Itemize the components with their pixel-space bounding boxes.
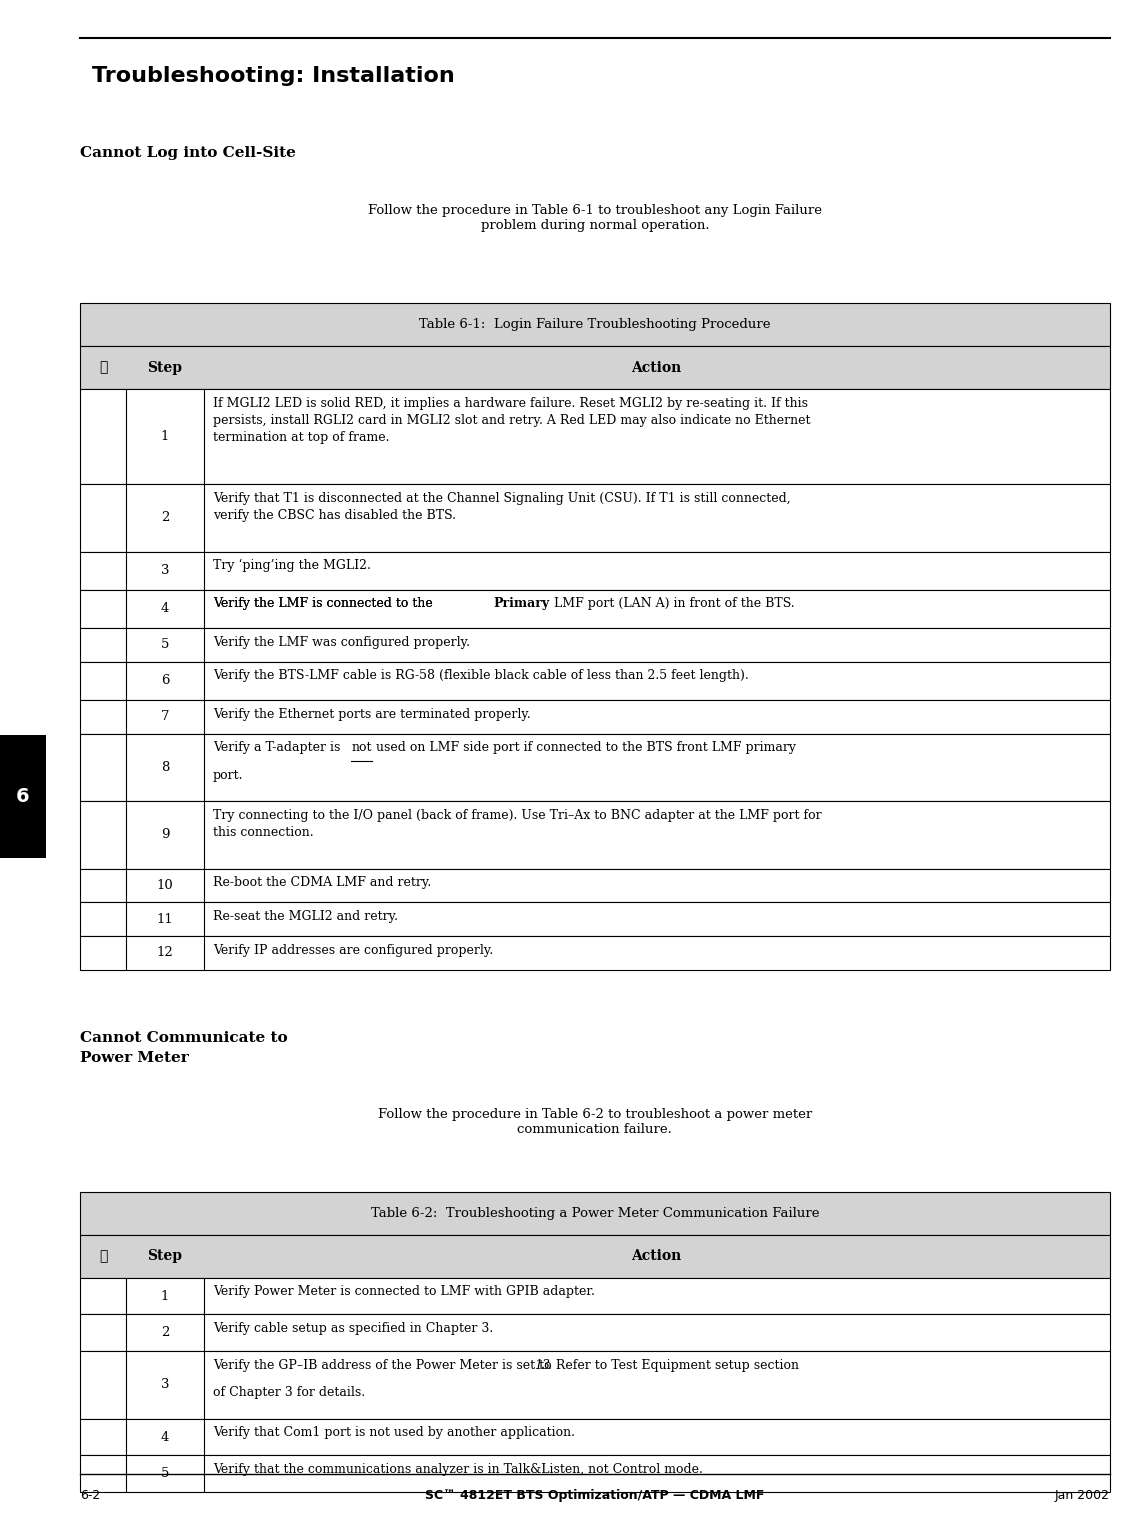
Text: Table 6-2:  Troubleshooting a Power Meter Communication Failure: Table 6-2: Troubleshooting a Power Meter… bbox=[371, 1207, 819, 1219]
Text: Verify a T-adapter is: Verify a T-adapter is bbox=[213, 741, 344, 754]
Text: Verify IP addresses are configured properly.: Verify IP addresses are configured prope… bbox=[213, 944, 493, 956]
Text: Verify the LMF is connected to the Primary LMF port (LAN A) in front of the BTS.: Verify the LMF is connected to the Prima… bbox=[213, 597, 732, 610]
Text: not: not bbox=[351, 741, 372, 754]
Text: SC™ 4812ET BTS Optimization/ATP — CDMA LMF: SC™ 4812ET BTS Optimization/ATP — CDMA L… bbox=[426, 1489, 764, 1501]
Text: ✓: ✓ bbox=[100, 1249, 108, 1264]
Text: Verify the LMF is connected to the: Verify the LMF is connected to the bbox=[213, 597, 437, 610]
Text: used on LMF side port if connected to the BTS front LMF primary: used on LMF side port if connected to th… bbox=[372, 741, 796, 754]
Text: Jan 2002: Jan 2002 bbox=[1055, 1489, 1110, 1501]
Bar bbox=[80, 303, 1110, 346]
Text: . Refer to Test Equipment setup section: . Refer to Test Equipment setup section bbox=[548, 1359, 799, 1371]
Bar bbox=[80, 1351, 1110, 1419]
Text: 10: 10 bbox=[157, 879, 174, 892]
Text: Follow the procedure in Table 6-2 to troubleshoot a power meter
communication fa: Follow the procedure in Table 6-2 to tro… bbox=[378, 1108, 812, 1135]
Bar bbox=[80, 801, 1110, 869]
Text: 2: 2 bbox=[161, 512, 169, 524]
Text: 5: 5 bbox=[161, 639, 169, 651]
Text: 9: 9 bbox=[161, 829, 169, 841]
Text: Verify the Ethernet ports are terminated properly.: Verify the Ethernet ports are terminated… bbox=[213, 708, 531, 720]
Text: Verify that T1 is disconnected at the Channel Signaling Unit (CSU). If T1 is sti: Verify that T1 is disconnected at the Ch… bbox=[213, 492, 791, 522]
Text: 12: 12 bbox=[157, 947, 174, 959]
Text: not: not bbox=[351, 741, 372, 754]
Bar bbox=[80, 484, 1110, 552]
Bar bbox=[80, 346, 1110, 389]
Text: of Chapter 3 for details.: of Chapter 3 for details. bbox=[213, 1386, 365, 1399]
Text: Verify the GP–IB address of the Power Meter is set to: Verify the GP–IB address of the Power Me… bbox=[213, 1359, 555, 1371]
Text: Action: Action bbox=[631, 360, 682, 375]
Text: 13: 13 bbox=[534, 1359, 550, 1371]
Bar bbox=[80, 552, 1110, 590]
Text: Troubleshooting: Installation: Troubleshooting: Installation bbox=[92, 66, 454, 86]
Text: port.: port. bbox=[213, 769, 244, 781]
Text: Step: Step bbox=[148, 360, 183, 375]
Text: 1: 1 bbox=[161, 1290, 169, 1302]
Bar bbox=[80, 1278, 1110, 1314]
Text: Verify Power Meter is connected to LMF with GPIB adapter.: Verify Power Meter is connected to LMF w… bbox=[213, 1285, 595, 1298]
Text: Step: Step bbox=[148, 1249, 183, 1264]
Text: Primary: Primary bbox=[493, 597, 549, 610]
Text: Verify that the communications analyzer is in Talk&Listen, not Control mode.: Verify that the communications analyzer … bbox=[213, 1463, 702, 1475]
Text: Follow the procedure in Table 6-1 to troubleshoot any Login Failure
problem duri: Follow the procedure in Table 6-1 to tro… bbox=[368, 204, 821, 231]
Text: 1: 1 bbox=[161, 430, 169, 443]
Text: 3: 3 bbox=[161, 564, 169, 578]
Bar bbox=[80, 1235, 1110, 1278]
Text: Table 6-1:  Login Failure Troubleshooting Procedure: Table 6-1: Login Failure Troubleshooting… bbox=[419, 319, 771, 331]
Text: Verify the LMF was configured properly.: Verify the LMF was configured properly. bbox=[213, 636, 470, 648]
Text: 7: 7 bbox=[161, 711, 169, 723]
Bar bbox=[80, 1314, 1110, 1351]
Text: Try connecting to the I/O panel (back of frame). Use Tri–Ax to BNC adapter at th: Try connecting to the I/O panel (back of… bbox=[213, 809, 821, 840]
Bar bbox=[80, 1455, 1110, 1492]
Text: 4: 4 bbox=[161, 602, 169, 616]
Bar bbox=[80, 590, 1110, 628]
Text: 4: 4 bbox=[161, 1431, 169, 1443]
Text: ✓: ✓ bbox=[100, 360, 108, 375]
Bar bbox=[80, 700, 1110, 734]
Text: Cannot Communicate to
Power Meter: Cannot Communicate to Power Meter bbox=[80, 1031, 287, 1065]
Text: 6: 6 bbox=[16, 787, 30, 806]
Bar bbox=[80, 734, 1110, 801]
Text: Verify cable setup as specified in Chapter 3.: Verify cable setup as specified in Chapt… bbox=[213, 1322, 493, 1334]
Text: 6-2: 6-2 bbox=[80, 1489, 101, 1501]
Text: If MGLI2 LED is solid RED, it implies a hardware failure. Reset MGLI2 by re-seat: If MGLI2 LED is solid RED, it implies a … bbox=[213, 397, 810, 444]
Bar bbox=[0, 735, 46, 858]
Text: Verify the BTS-LMF cable is RG-58 (flexible black cable of less than 2.5 feet le: Verify the BTS-LMF cable is RG-58 (flexi… bbox=[213, 669, 748, 682]
Bar bbox=[80, 662, 1110, 700]
Text: 11: 11 bbox=[157, 913, 174, 925]
Bar bbox=[80, 1419, 1110, 1455]
Text: Verify the LMF is connected to the: Verify the LMF is connected to the bbox=[213, 597, 437, 610]
Bar bbox=[80, 628, 1110, 662]
Text: Verify that Com1 port is not used by another application.: Verify that Com1 port is not used by ano… bbox=[213, 1426, 574, 1439]
Bar bbox=[80, 936, 1110, 970]
Text: LMF port (LAN A) in front of the BTS.: LMF port (LAN A) in front of the BTS. bbox=[550, 597, 795, 610]
Text: 8: 8 bbox=[161, 761, 169, 774]
Text: Cannot Log into Cell-Site: Cannot Log into Cell-Site bbox=[80, 146, 296, 159]
Bar bbox=[80, 389, 1110, 484]
Text: 3: 3 bbox=[161, 1379, 169, 1391]
Text: 5: 5 bbox=[161, 1468, 169, 1480]
Text: Try ‘ping’ing the MGLI2.: Try ‘ping’ing the MGLI2. bbox=[213, 559, 371, 573]
Text: Action: Action bbox=[631, 1249, 682, 1264]
Text: 6: 6 bbox=[161, 674, 169, 688]
Bar bbox=[80, 902, 1110, 936]
Text: Re-seat the MGLI2 and retry.: Re-seat the MGLI2 and retry. bbox=[213, 910, 398, 922]
Text: Re-boot the CDMA LMF and retry.: Re-boot the CDMA LMF and retry. bbox=[213, 876, 431, 889]
Text: 2: 2 bbox=[161, 1327, 169, 1339]
Bar bbox=[80, 1192, 1110, 1235]
Bar bbox=[80, 869, 1110, 902]
